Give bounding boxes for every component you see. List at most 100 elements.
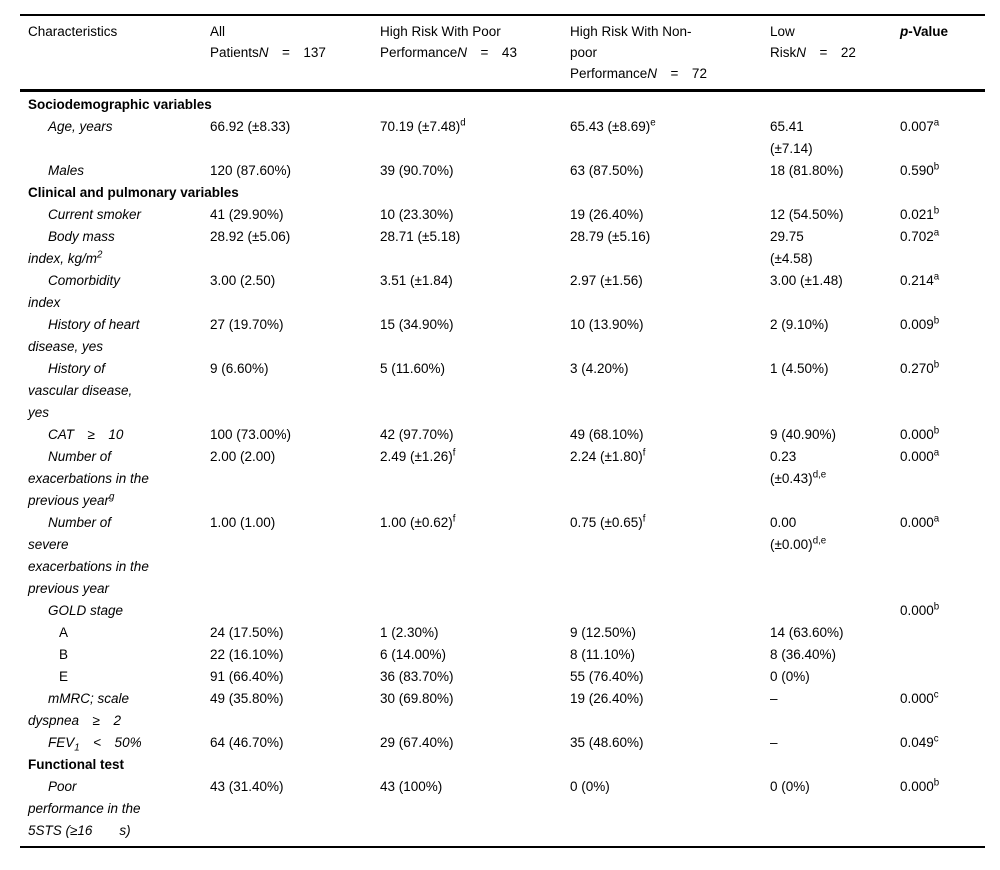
cell-p-value: 0.000c [900, 688, 985, 710]
table-header-row: Characteristics All PatientsN = 137 High Ri… [20, 16, 985, 89]
cell-line: 9 (6.60%) [210, 361, 269, 376]
cell-line: 22 (16.10%) [210, 647, 284, 662]
cell-high-risk-poor-performance: 29 (67.40%) [380, 732, 570, 754]
column-header-p-value: p-Value [900, 21, 985, 84]
table-row: Comorbidity index 3.00 (2.50) 3.51 (±1.84) 2… [20, 270, 985, 314]
cell-line: 29.75 [770, 229, 804, 244]
table-row: FEV1 < 50% 64 (46.70%) 29 (67.40%) 35 (48.6… [20, 732, 985, 754]
cell-line: 55 (76.40%) [570, 669, 644, 684]
header-line: High Risk With Poor [380, 24, 501, 39]
row-label-line: performance in the [28, 801, 141, 816]
cell-line: 0.214a [900, 271, 940, 288]
row-label-line: History of heart [48, 317, 140, 332]
cell-high-risk-nonpoor-performance: 49 (68.10%) [570, 424, 770, 446]
cell-high-risk-poor-performance: 28.71 (±5.18) [380, 226, 570, 248]
cell-p-value: 0.021b [900, 204, 985, 226]
table-row: mMRC; scale dyspnea ≥ 2 49 (35.80%) 30 (69.… [20, 688, 985, 732]
cell-high-risk-poor-performance: 15 (34.90%) [380, 314, 570, 336]
cell-line: 43 (100%) [380, 779, 443, 794]
cell-line: 28.71 (±5.18) [380, 229, 461, 244]
cell-p-value: 0.702a [900, 226, 985, 248]
cell-line: 35 (48.60%) [570, 735, 644, 750]
row-label-line: History of [48, 361, 106, 376]
cell-low-risk: 18 (81.80%) [770, 160, 900, 182]
header-line: Low [770, 24, 795, 39]
cell-all-patients: 2.00 (2.00) [210, 446, 380, 468]
cell-high-risk-nonpoor-performance: 9 (12.50%) [570, 622, 770, 644]
cell-low-risk: 0.23 (±0.43)d,e [770, 446, 900, 490]
row-label-line: disease, yes [28, 339, 104, 354]
cell-high-risk-nonpoor-performance: 2.97 (±1.56) [570, 270, 770, 292]
cell-line: 0 (0%) [570, 779, 610, 794]
row-label: E [20, 666, 210, 688]
cell-line: 0.009b [900, 315, 940, 332]
row-label-line: Number of [48, 515, 112, 530]
cell-high-risk-poor-performance: 70.19 (±7.48)d [380, 116, 570, 138]
row-label: FEV1 < 50% [20, 732, 210, 754]
cell-all-patients: 22 (16.10%) [210, 644, 380, 666]
cell-all-patients: 100 (73.00%) [210, 424, 380, 446]
cell-all-patients: 120 (87.60%) [210, 160, 380, 182]
cell-line: 0.00 [770, 515, 797, 530]
cell-line: 0.702a [900, 227, 940, 244]
cell-high-risk-nonpoor-performance: 28.79 (±5.16) [570, 226, 770, 248]
cell-line: 0.000b [900, 425, 940, 442]
cell-high-risk-nonpoor-performance: 65.43 (±8.69)e [570, 116, 770, 138]
header-line: RiskN = 22 [770, 45, 856, 60]
cell-line: 0.000c [900, 689, 939, 706]
cell-line: 120 (87.60%) [210, 163, 292, 178]
cell-high-risk-nonpoor-performance: 19 (26.40%) [570, 688, 770, 710]
cell-p-value: 0.000a [900, 512, 985, 534]
cell-line: 0.049c [900, 733, 939, 750]
table-row: Males 120 (87.60%) 39 (90.70%) 63 (87.50%) 1… [20, 160, 985, 182]
cell-low-risk: 12 (54.50%) [770, 204, 900, 226]
cell-low-risk: 2 (9.10%) [770, 314, 900, 336]
cell-high-risk-nonpoor-performance: 2.24 (±1.80)f [570, 446, 770, 468]
row-label: B [20, 644, 210, 666]
cell-line: (±0.43)d,e [770, 469, 827, 486]
row-label: GOLD stage [20, 600, 210, 622]
cell-line: 36 (83.70%) [380, 669, 454, 684]
table-header-rule [20, 89, 985, 92]
table-bottom-rule [20, 846, 985, 848]
cell-low-risk: 8 (36.40%) [770, 644, 900, 666]
row-label-line: GOLD stage [48, 603, 124, 618]
cell-all-patients: 9 (6.60%) [210, 358, 380, 380]
cell-line: 1.00 (1.00) [210, 515, 276, 530]
row-label: History of vascular disease, yes [20, 358, 210, 424]
cell-high-risk-poor-performance: 43 (100%) [380, 776, 570, 798]
cell-line: 43 (31.40%) [210, 779, 284, 794]
header-line: All [210, 24, 226, 39]
column-header-high-risk-nonpoor-performance: High Risk With Non-poor PerformanceN = 72 [570, 21, 770, 84]
cell-all-patients: 41 (29.90%) [210, 204, 380, 226]
cell-line: 1 (2.30%) [380, 625, 439, 640]
cell-line: 15 (34.90%) [380, 317, 454, 332]
row-label-line: Age, years [48, 119, 113, 134]
row-label-line: 5STS (≥16 s) [28, 823, 131, 838]
cell-line: 19 (26.40%) [570, 207, 644, 222]
column-header-all-patients: All PatientsN = 137 [210, 21, 380, 84]
row-label: Number of exacerbations in the previous ye… [20, 446, 210, 512]
cell-line: 14 (63.60%) [770, 625, 844, 640]
cell-line: 30 (69.80%) [380, 691, 454, 706]
section-row: Clinical and pulmonary variables [20, 182, 985, 204]
row-label: CAT ≥ 10 [20, 424, 210, 446]
cell-line: 0 (0%) [770, 669, 810, 684]
table-row: GOLD stage 0.000b [20, 600, 985, 622]
cell-line: 0.007a [900, 117, 940, 134]
cell-line: 0.590b [900, 161, 940, 178]
table-row: E 91 (66.40%) 36 (83.70%) 55 (76.40%) 0 (0%) [20, 666, 985, 688]
cell-line: 12 (54.50%) [770, 207, 844, 222]
row-label-line: dyspnea ≥ 2 [28, 713, 121, 728]
row-label-line: index, kg/m2 [28, 249, 103, 266]
column-header-characteristics: Characteristics [20, 21, 210, 84]
table-row: Body mass index, kg/m2 28.92 (±5.06) 28.71 … [20, 226, 985, 270]
row-label: History of heart disease, yes [20, 314, 210, 358]
cell-high-risk-poor-performance: 6 (14.00%) [380, 644, 570, 666]
cell-low-risk: 1 (4.50%) [770, 358, 900, 380]
cell-line: 6 (14.00%) [380, 647, 447, 662]
row-label-line: vascular disease, [28, 383, 133, 398]
cell-line: 91 (66.40%) [210, 669, 284, 684]
cell-high-risk-nonpoor-performance: 0.75 (±0.65)f [570, 512, 770, 534]
